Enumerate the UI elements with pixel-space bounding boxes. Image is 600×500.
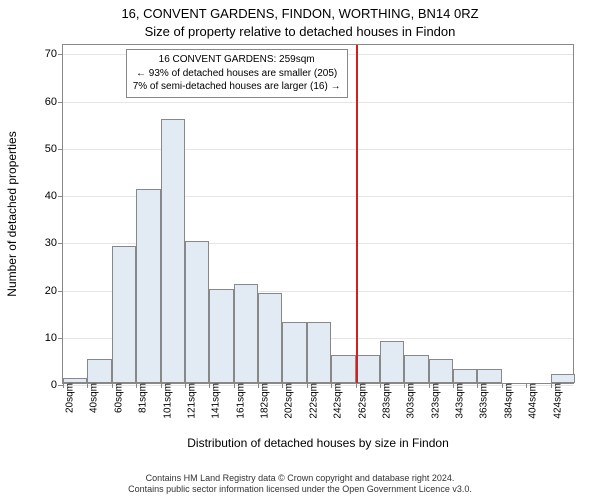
gridline-h xyxy=(63,102,573,103)
xtick-label: 81sqm xyxy=(136,383,149,413)
xtick-label: 262sqm xyxy=(355,383,368,419)
xtick-label: 161sqm xyxy=(233,383,246,419)
annotation-line: ← 93% of detached houses are smaller (20… xyxy=(133,67,341,81)
ytick-label: 10 xyxy=(45,332,63,344)
xtick-label: 222sqm xyxy=(306,383,319,419)
histogram-bar xyxy=(551,374,575,383)
ytick-label: 70 xyxy=(45,48,63,60)
xtick-label: 202sqm xyxy=(282,383,295,419)
annotation-box: 16 CONVENT GARDENS: 259sqm← 93% of detac… xyxy=(126,49,348,98)
ytick-label: 60 xyxy=(45,96,63,108)
x-axis-label: Distribution of detached houses by size … xyxy=(62,436,574,450)
annotation-line: 16 CONVENT GARDENS: 259sqm xyxy=(133,53,341,67)
histogram-bar xyxy=(404,355,428,383)
footer-attribution: Contains HM Land Registry data © Crown c… xyxy=(0,473,600,496)
histogram-bar xyxy=(161,119,185,383)
ytick-label: 30 xyxy=(45,237,63,249)
histogram-bar xyxy=(307,322,331,383)
histogram-bar xyxy=(209,289,233,383)
gridline-h xyxy=(63,149,573,150)
chart-title-sub: Size of property relative to detached ho… xyxy=(0,24,600,39)
xtick-label: 141sqm xyxy=(209,383,222,419)
chart-title-main: 16, CONVENT GARDENS, FINDON, WORTHING, B… xyxy=(0,6,600,21)
xtick-label: 363sqm xyxy=(477,383,490,419)
ytick-label: 40 xyxy=(45,190,63,202)
marker-line xyxy=(356,45,358,383)
histogram-bar xyxy=(331,355,355,383)
xtick-label: 101sqm xyxy=(160,383,173,419)
xtick-label: 424sqm xyxy=(550,383,563,419)
annotation-line: 7% of semi-detached houses are larger (1… xyxy=(133,80,341,94)
footer-line-1: Contains HM Land Registry data © Crown c… xyxy=(0,473,600,485)
histogram-bar xyxy=(87,359,111,383)
histogram-bar xyxy=(380,341,404,384)
xtick-label: 343sqm xyxy=(453,383,466,419)
xtick-label: 303sqm xyxy=(404,383,417,419)
histogram-bar xyxy=(136,189,160,383)
xtick-label: 20sqm xyxy=(63,383,76,413)
xtick-label: 40sqm xyxy=(87,383,100,413)
xtick-label: 323sqm xyxy=(428,383,441,419)
footer-line-2: Contains public sector information licen… xyxy=(0,484,600,496)
histogram-bar xyxy=(234,284,258,383)
histogram-bar xyxy=(429,359,453,383)
histogram-bar xyxy=(453,369,477,383)
xtick-label: 182sqm xyxy=(258,383,271,419)
histogram-bar xyxy=(112,246,136,383)
ytick-label: 20 xyxy=(45,285,63,297)
histogram-bar xyxy=(258,293,282,383)
histogram-bar xyxy=(282,322,306,383)
ytick-label: 50 xyxy=(45,143,63,155)
xtick-label: 121sqm xyxy=(184,383,197,419)
xtick-label: 60sqm xyxy=(111,383,124,413)
xtick-label: 242sqm xyxy=(331,383,344,419)
xtick-label: 283sqm xyxy=(379,383,392,419)
xtick-label: 384sqm xyxy=(501,383,514,419)
plot-area: 01020304050607020sqm40sqm60sqm81sqm101sq… xyxy=(62,44,574,384)
histogram-bar xyxy=(356,355,380,383)
histogram-bar xyxy=(477,369,501,383)
ytick-label: 0 xyxy=(51,379,63,391)
histogram-bar xyxy=(185,241,209,383)
xtick-label: 404sqm xyxy=(526,383,539,419)
y-axis-label: Number of detached properties xyxy=(5,131,19,296)
chart-container: 16, CONVENT GARDENS, FINDON, WORTHING, B… xyxy=(0,0,600,500)
